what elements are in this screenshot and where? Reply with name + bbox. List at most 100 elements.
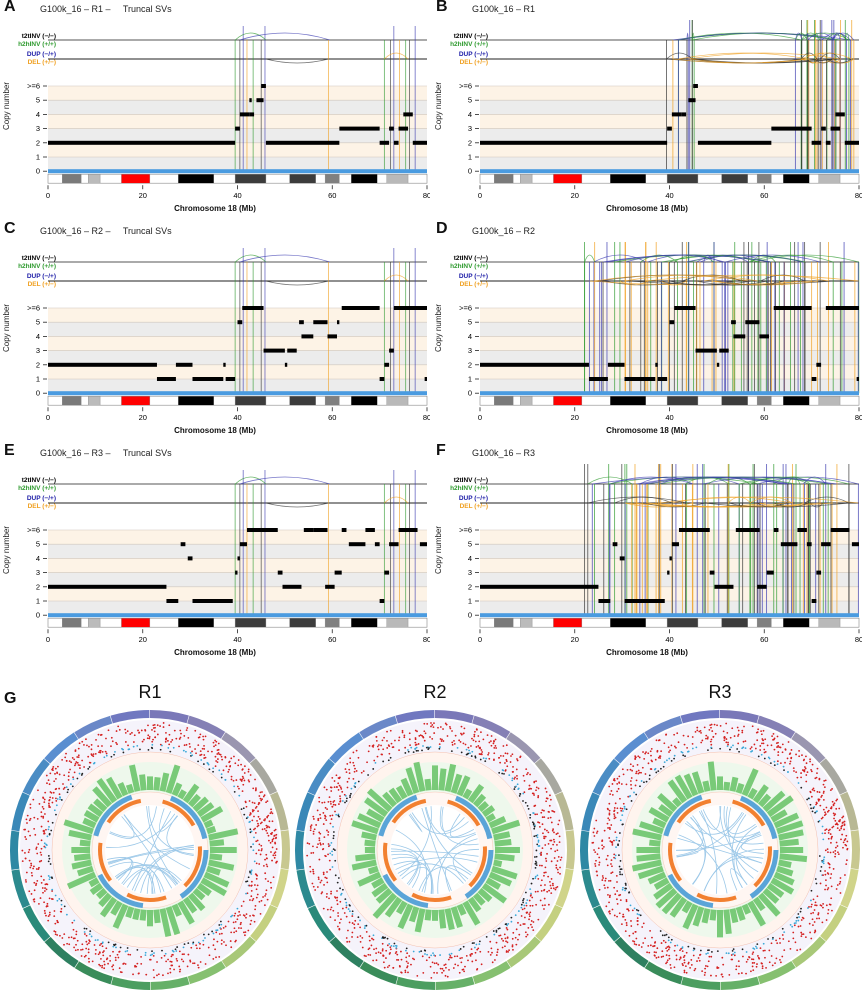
mutation-dot [416, 975, 419, 977]
mutation-dot [336, 903, 339, 906]
mutation-dot [317, 878, 320, 881]
mutation-dot [101, 945, 104, 948]
mutation-dot [690, 964, 693, 966]
cn-bar [709, 909, 717, 921]
mutation-dot [695, 746, 698, 749]
mutation-dot [473, 735, 476, 738]
ideogram-band [234, 173, 267, 184]
mutation-dot [488, 757, 491, 760]
mutation-dot [810, 912, 813, 915]
mutation-dot [224, 925, 227, 928]
mutation-dot [251, 801, 254, 804]
mutation-dot [25, 818, 28, 821]
mutation-dot [701, 739, 704, 742]
chromosome-segment [472, 961, 511, 985]
mutation-dot [224, 778, 227, 781]
mutation-dot [344, 801, 346, 804]
ideogram-band [234, 617, 267, 628]
chromosome-segment [506, 732, 541, 764]
cn-segment [816, 570, 822, 575]
mutation-dot [168, 724, 171, 727]
mutation-dot [529, 888, 532, 891]
mutation-dot [456, 955, 459, 958]
mutation-dot [381, 948, 384, 951]
mutation-dot [741, 948, 744, 951]
mutation-dot [95, 739, 97, 741]
mutation-dot [33, 828, 36, 830]
mutation-dot [345, 906, 348, 909]
mutation-dot [178, 970, 181, 973]
mutation-dot [531, 896, 534, 899]
mutation-dot [109, 960, 112, 962]
mutation-dot [502, 769, 505, 772]
mutation-dot [621, 823, 624, 826]
mutation-dot [467, 752, 470, 755]
mutation-dot [817, 913, 820, 916]
mutation-dot [611, 842, 614, 844]
mutation-dot [684, 965, 687, 968]
cn-bar [384, 896, 403, 918]
ideogram-band [386, 395, 409, 406]
cn-bar [701, 908, 711, 924]
cn-baseline [480, 613, 859, 618]
mutation-dot [239, 778, 242, 781]
mutation-dot [540, 853, 542, 856]
mutation-dot [368, 935, 371, 938]
mutation-dot [619, 894, 622, 896]
sv-link [725, 806, 756, 835]
mutation-dot [350, 792, 352, 795]
mutation-dot [359, 940, 362, 943]
mutation-dot [197, 736, 200, 739]
mutation-dot [676, 944, 679, 947]
mutation-dot [653, 951, 656, 953]
mutation-dot [107, 962, 109, 965]
chromosome-segment [757, 961, 796, 985]
mutation-dot [797, 925, 800, 928]
mutation-dot [630, 800, 633, 802]
mutation-dot [334, 874, 337, 877]
cn-bar [647, 871, 667, 885]
sv-arc [668, 254, 759, 263]
mutation-dot [649, 750, 652, 753]
mutation-dot [664, 941, 667, 944]
cn-segment [624, 377, 656, 381]
mutation-dot [197, 760, 199, 763]
mutation-dot [638, 944, 640, 946]
mutation-dot [781, 927, 784, 930]
mutation-dot [622, 802, 625, 805]
mutation-dot [611, 844, 614, 846]
mutation-dot [58, 773, 61, 776]
mutation-dot [708, 729, 711, 731]
cn-segment [242, 306, 264, 310]
mutation-dot [55, 813, 57, 816]
mutation-dot [495, 747, 498, 749]
mutation-dot [390, 742, 393, 745]
mutation-dot [687, 961, 690, 964]
cn-baseline [48, 169, 427, 174]
mutation-dot [258, 802, 260, 804]
sv-arc [592, 476, 788, 485]
mutation-dot [232, 921, 235, 924]
mutation-dot [376, 755, 379, 758]
mutation-dot [260, 899, 263, 902]
mutation-dot [274, 837, 277, 840]
mutation-dot [725, 741, 728, 744]
cn-bar [139, 774, 147, 791]
mutation-dot [846, 848, 849, 851]
mutation-dot [827, 809, 830, 812]
mutation-dot [407, 749, 409, 751]
mutation-dot [105, 754, 108, 757]
mutation-dot [383, 966, 386, 969]
mutation-dot [238, 787, 240, 790]
mutation-dot [550, 821, 553, 824]
panel-title: G100k_16 – R1 [472, 4, 536, 14]
cn-band [48, 142, 427, 157]
mutation-dot [502, 745, 505, 747]
sv-link [684, 811, 743, 835]
chromosome-segment [10, 830, 20, 870]
mutation-dot [151, 950, 153, 953]
cn-segment [325, 584, 335, 589]
cn-segment [398, 528, 418, 532]
mutation-dot [230, 931, 233, 934]
mutation-dot [540, 811, 543, 814]
